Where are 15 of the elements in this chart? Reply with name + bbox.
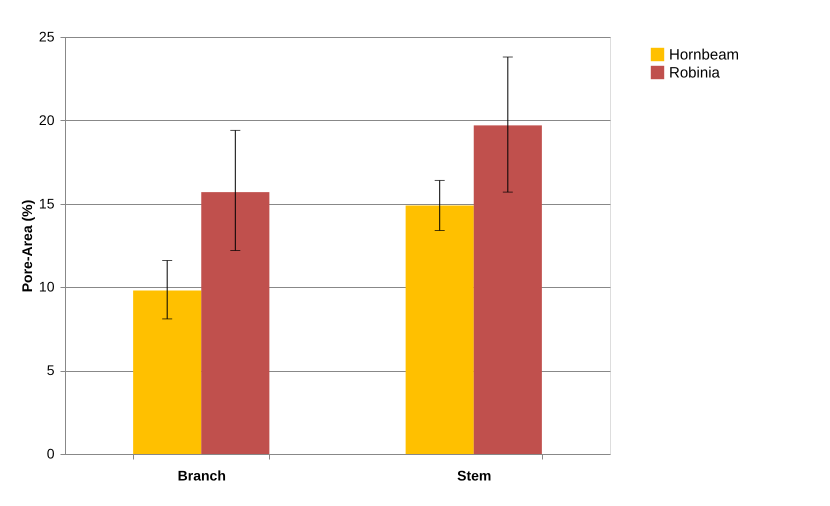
- legend-label: Robinia: [669, 64, 721, 82]
- y-tick-label: 10: [38, 278, 55, 295]
- bar: [474, 125, 542, 454]
- y-tick-label: 5: [46, 362, 55, 378]
- y-tick-label: 0: [46, 446, 55, 462]
- y-tick-label: 25: [38, 28, 55, 44]
- y-axis-title: Pore-Area (%): [18, 200, 35, 292]
- legend-label: Hornbeam: [669, 46, 740, 64]
- x-tick-label: Stem: [457, 468, 492, 484]
- y-tick-label: 15: [38, 195, 55, 212]
- bar: [133, 290, 202, 454]
- bar: [201, 192, 270, 454]
- y-tick-label: 20: [38, 112, 55, 128]
- bar: [406, 205, 474, 454]
- x-tick-label: Branch: [178, 468, 226, 484]
